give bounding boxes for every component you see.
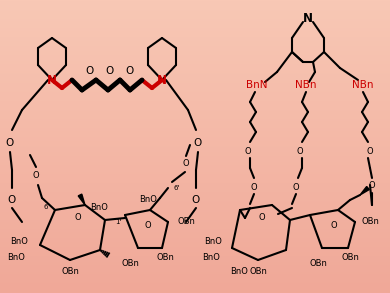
- Text: BnO: BnO: [10, 238, 28, 246]
- Text: O: O: [367, 147, 373, 156]
- Text: 6': 6': [173, 185, 179, 191]
- Text: O: O: [183, 159, 189, 168]
- Text: O: O: [126, 66, 134, 76]
- Text: OBn: OBn: [156, 253, 174, 263]
- Text: O: O: [145, 221, 151, 229]
- Text: O: O: [194, 138, 202, 148]
- Text: O: O: [192, 195, 200, 205]
- Text: O: O: [245, 147, 251, 156]
- Text: BnO: BnO: [7, 253, 25, 263]
- Text: OBn: OBn: [362, 217, 380, 226]
- Text: O: O: [331, 221, 337, 229]
- Text: BnO: BnO: [204, 238, 222, 246]
- Text: O: O: [75, 214, 81, 222]
- Text: O: O: [8, 195, 16, 205]
- Text: OBn: OBn: [178, 217, 196, 226]
- Text: N: N: [47, 74, 57, 86]
- Text: BnO: BnO: [139, 195, 157, 205]
- Text: O: O: [369, 181, 375, 190]
- Text: OBn: OBn: [341, 253, 359, 263]
- Text: O: O: [86, 66, 94, 76]
- Polygon shape: [360, 187, 369, 195]
- Text: NBn: NBn: [352, 80, 374, 90]
- Text: O: O: [105, 66, 113, 76]
- Text: N: N: [303, 11, 313, 25]
- Text: O: O: [259, 214, 265, 222]
- Text: O: O: [297, 147, 303, 156]
- Text: OBn: OBn: [121, 258, 139, 268]
- Text: O: O: [6, 138, 14, 148]
- Text: O: O: [292, 183, 299, 193]
- Text: OBn: OBn: [61, 268, 79, 277]
- Text: O: O: [33, 171, 39, 180]
- Text: 1': 1': [115, 219, 121, 225]
- Text: BnN: BnN: [246, 80, 268, 90]
- Text: BnO: BnO: [90, 204, 108, 212]
- Text: N: N: [157, 74, 167, 86]
- Polygon shape: [78, 194, 85, 205]
- Text: 6: 6: [44, 204, 48, 210]
- Text: BnO: BnO: [230, 268, 248, 277]
- Text: NBn: NBn: [295, 80, 317, 90]
- Text: O: O: [251, 183, 257, 193]
- Text: OBn: OBn: [309, 258, 327, 268]
- Text: OBn: OBn: [249, 268, 267, 277]
- Text: BnO: BnO: [202, 253, 220, 263]
